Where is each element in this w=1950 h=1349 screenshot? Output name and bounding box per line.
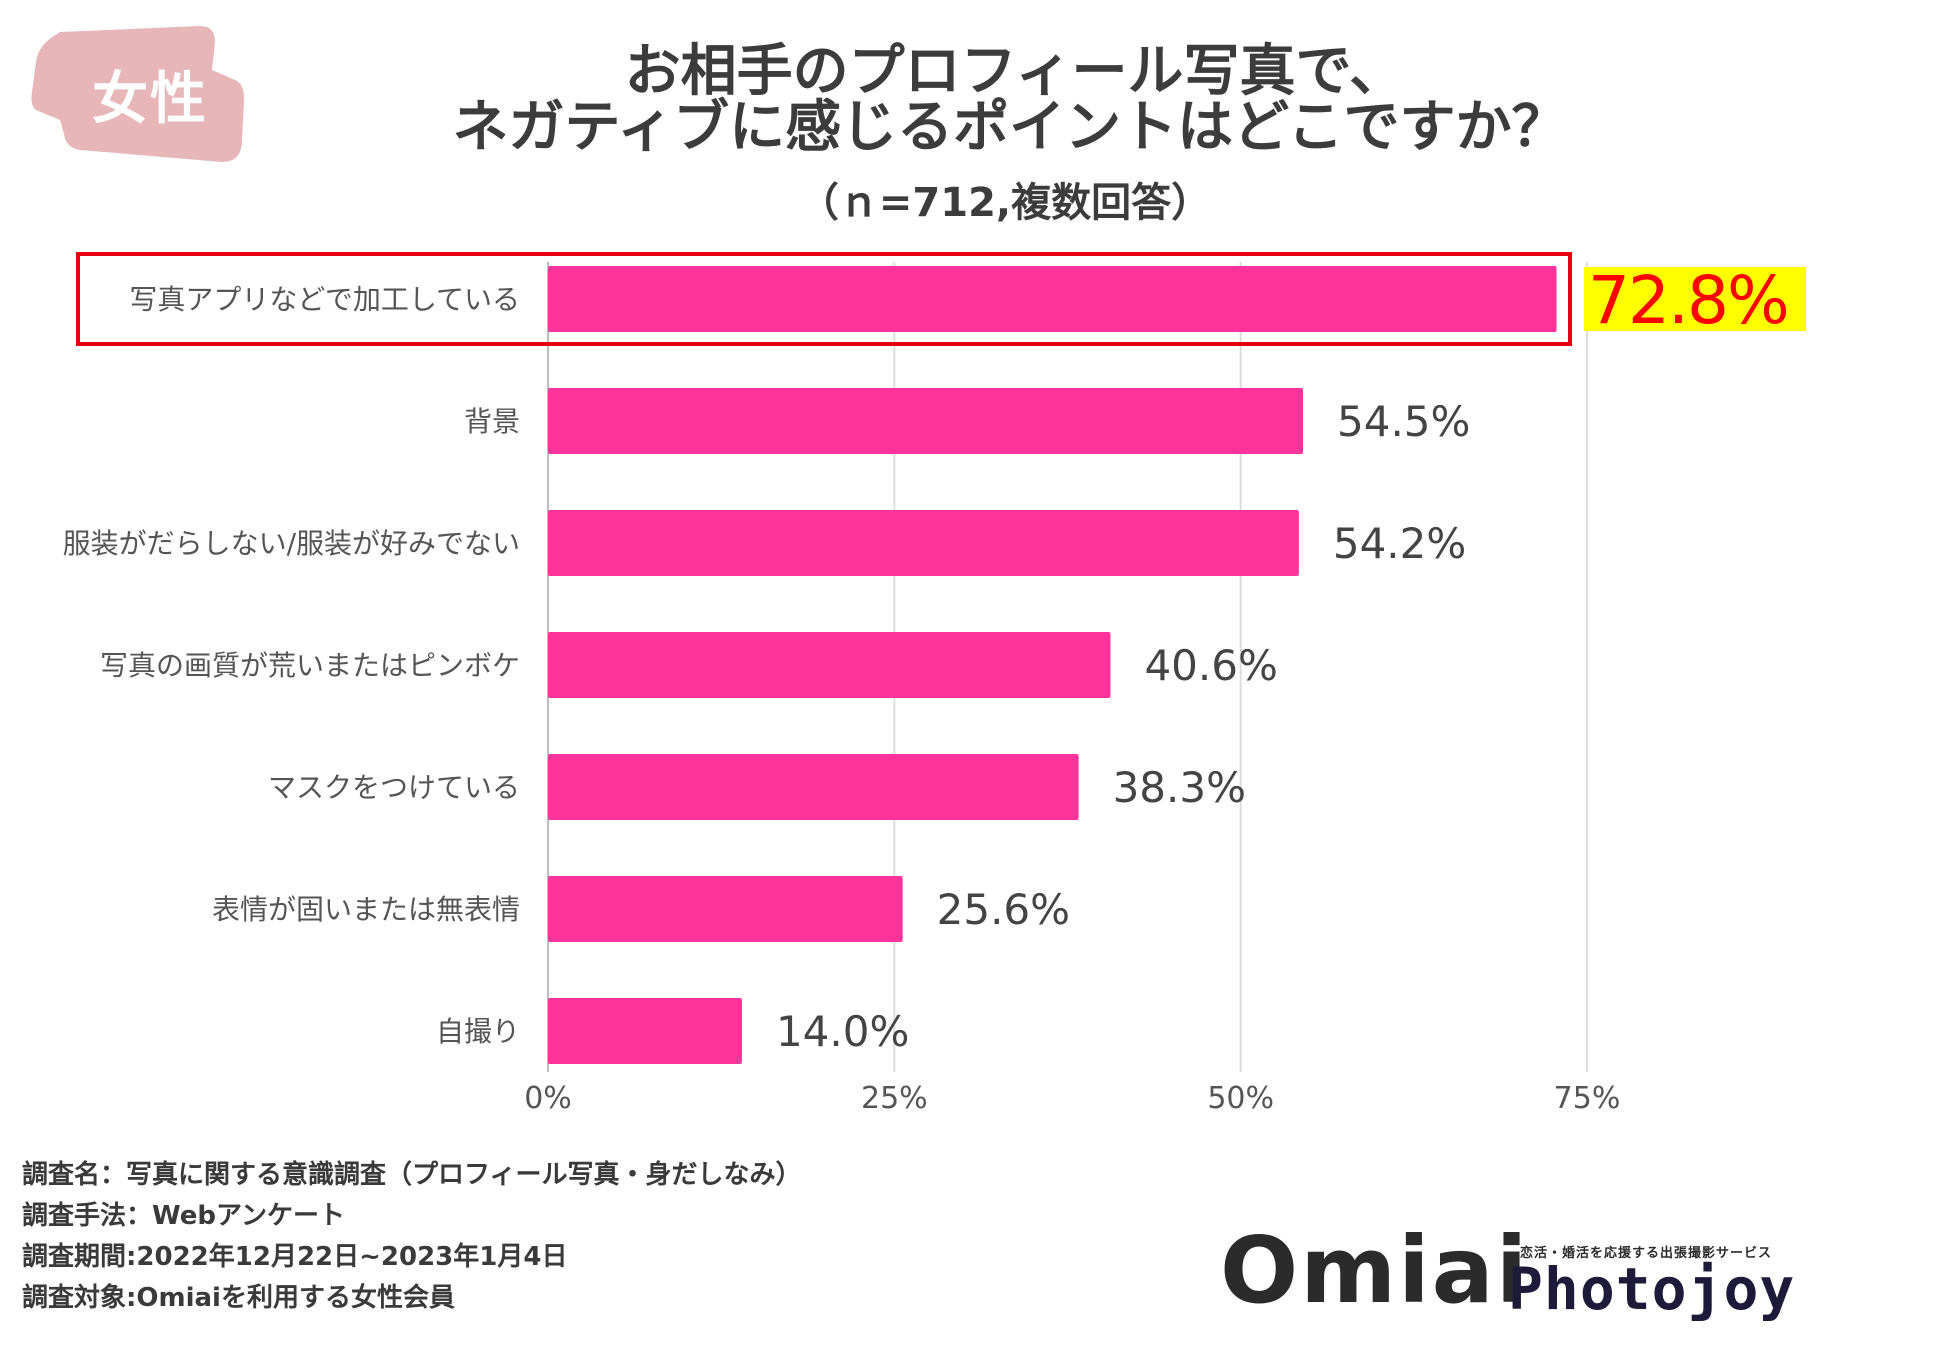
x-tick-label: 25% (861, 1081, 928, 1116)
chart-subtitle: （ｎ=712,複数回答） (798, 180, 1212, 226)
bar (548, 754, 1079, 820)
chart-title-line1: お相手のプロフィール写真で、 (624, 39, 1406, 104)
category-label: マスクをつけている (268, 771, 520, 804)
category-label: 背景 (464, 405, 520, 438)
gender-badge: 女性 (30, 22, 270, 182)
category-label: 写真の画質が荒いまたはピンボケ (100, 649, 520, 682)
photojoy-logo: Photojoy (1508, 1255, 1796, 1323)
bar (548, 632, 1111, 698)
footer-survey-name: 調査名：写真に関する意識調査（プロフィール写真・身だしなみ） (22, 1160, 802, 1190)
value-label: 38.3% (1113, 763, 1246, 812)
footer-survey-period: 調査期間:2022年12月22日~2023年1月4日 (22, 1242, 568, 1272)
x-tick-label: 50% (1207, 1081, 1274, 1116)
value-label: 14.0% (776, 1007, 909, 1056)
bar (548, 388, 1304, 454)
bar (548, 876, 903, 942)
chart-title-line2: ネガティブに感じるポイントはどこですか？ (452, 95, 1568, 160)
footer-survey-method: 調査手法：Webアンケート (22, 1201, 345, 1231)
value-label: 25.6% (937, 885, 1070, 934)
omiai-logo: Omiai (1220, 1217, 1530, 1324)
category-label: 表情が固いまたは無表情 (212, 893, 520, 926)
highlight-label-bg (1584, 267, 1806, 331)
category-label: 服装がだらしない/服装が好みでない (63, 527, 520, 560)
category-label: 写真アプリなどで加工している (129, 283, 520, 316)
badge-shape (31, 26, 245, 162)
footer-survey-target: 調査対象:Omiaiを利用する女性会員 (22, 1283, 455, 1313)
value-label: 54.2% (1333, 519, 1466, 568)
value-label: 54.5% (1337, 397, 1470, 446)
value-label: 40.6% (1144, 641, 1277, 690)
highlight-frame (76, 252, 1572, 346)
bar-chart: 0% 25% 50% 75% 写真アプリなどで加工している 72.8% 背景 54.5% 服装が… (63, 252, 1806, 1116)
bar (548, 266, 1557, 332)
badge-label: 女性 (92, 67, 208, 132)
bar (548, 510, 1299, 576)
bar (548, 998, 742, 1064)
x-tick-label: 0% (524, 1081, 572, 1116)
category-label: 自撮り (436, 1015, 520, 1048)
photojoy-tagline: 恋活・婚活を応援する出張撮影サービス (1520, 1246, 1773, 1261)
survey-footer: 調査名：写真に関する意識調査（プロフィール写真・身だしなみ） 調査手法：Webア… (22, 1155, 801, 1319)
value-label: 72.8% (1588, 262, 1788, 339)
x-tick-label: 75% (1554, 1081, 1621, 1116)
